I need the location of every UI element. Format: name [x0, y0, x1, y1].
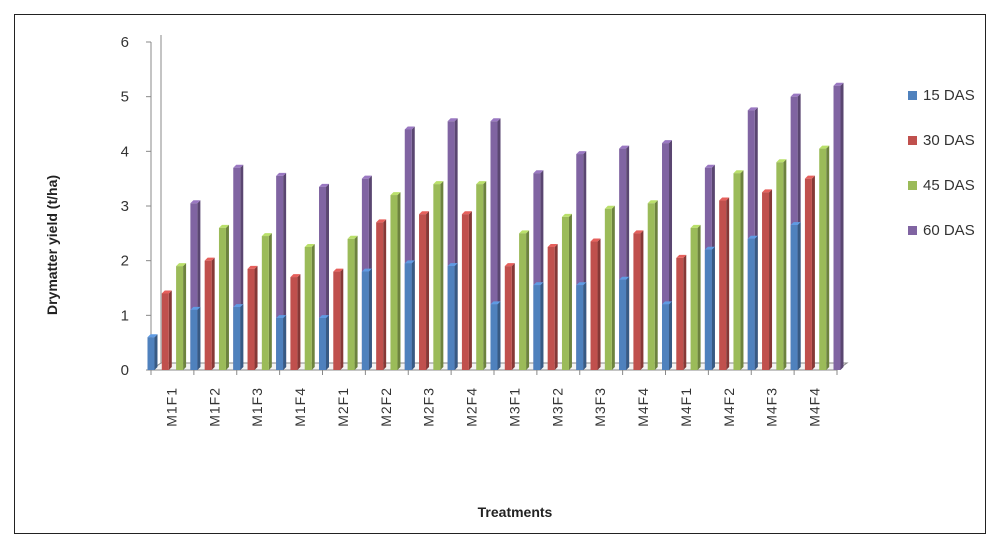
- legend-label: 60 DAS: [923, 222, 975, 239]
- bar: [476, 181, 487, 370]
- legend-label: 30 DAS: [923, 132, 975, 149]
- bars: [147, 82, 844, 371]
- x-tick-label: M3F1: [506, 387, 522, 427]
- bar: [733, 170, 744, 370]
- y-tick-label: 2: [121, 253, 129, 270]
- x-tick-label: M4F4: [807, 387, 823, 427]
- bar: [247, 265, 258, 370]
- x-tick-label: M4F4: [635, 387, 651, 427]
- bar: [676, 254, 687, 370]
- bar: [604, 205, 615, 370]
- bar: [447, 263, 458, 370]
- bar: [833, 82, 844, 370]
- bar: [376, 219, 387, 370]
- bar: [690, 224, 701, 370]
- bar: [347, 235, 358, 370]
- bar: [404, 260, 415, 370]
- legend-item: 60 DAS: [908, 222, 975, 239]
- x-tick-label: M2F1: [335, 387, 351, 427]
- legend-swatch: [908, 181, 917, 190]
- x-tick-label: M2F2: [378, 387, 394, 427]
- bar: [204, 257, 215, 370]
- bar: [647, 200, 658, 370]
- bar: [190, 306, 201, 370]
- bar: [790, 222, 801, 370]
- bar: [461, 211, 472, 370]
- bar: [633, 230, 644, 370]
- bar: [704, 246, 715, 370]
- bar: [762, 189, 773, 370]
- bar: [519, 230, 530, 370]
- y-tick-label: 4: [121, 143, 129, 160]
- x-tick-label: M4F2: [721, 387, 737, 427]
- bar: [504, 263, 515, 370]
- x-tick-labels: M1F1 M1F2 M1F3 M1F4 M2F1 M2F2 M2F3 M2F4 M3F1 M3F2…: [163, 387, 822, 427]
- y-tick-label: 5: [121, 89, 129, 106]
- legend-item: 15 DAS: [908, 87, 975, 104]
- bar: [290, 274, 301, 370]
- bar: [261, 233, 272, 370]
- bar: [547, 244, 558, 370]
- bar: [433, 181, 444, 370]
- legend-item: 30 DAS: [908, 132, 975, 149]
- y-tick-labels: 0 1 2 3 4 5 6: [121, 34, 129, 379]
- bar: [419, 211, 430, 370]
- bar: [176, 263, 187, 370]
- bar: [304, 244, 315, 370]
- legend-item: 45 DAS: [908, 177, 975, 194]
- x-tick-label: M1F1: [163, 387, 179, 427]
- x-tick-label: M1F3: [249, 387, 265, 427]
- y-tick-label: 6: [121, 34, 129, 51]
- x-tick-label: M4F3: [764, 387, 780, 427]
- y-axis-title: Drymatter yield (t/ha): [44, 175, 60, 315]
- x-tick-label: M4F1: [678, 387, 694, 427]
- legend-swatch: [908, 226, 917, 235]
- legend-swatch: [908, 136, 917, 145]
- legend-swatch: [908, 91, 917, 100]
- bar: [147, 334, 158, 370]
- x-tick-label: M2F4: [464, 387, 480, 427]
- x-tick-label: M3F2: [549, 387, 565, 427]
- bar: [333, 268, 344, 370]
- x-axis-title: Treatments: [478, 504, 553, 520]
- y-tick-label: 3: [121, 198, 129, 215]
- legend: 15 DAS 30 DAS 45 DAS 60 DAS: [908, 87, 975, 239]
- bar: [161, 290, 172, 370]
- bar: [747, 235, 758, 370]
- bar: [619, 276, 630, 370]
- bar: [804, 175, 815, 370]
- y-tick-label: 0: [121, 362, 129, 379]
- x-tick-label: M3F3: [592, 387, 608, 427]
- bar: [590, 238, 601, 370]
- bar: [233, 304, 244, 370]
- legend-label: 15 DAS: [923, 87, 975, 104]
- bar: [661, 301, 672, 370]
- x-tick-label: M1F2: [206, 387, 222, 427]
- bar: [318, 315, 329, 370]
- bar: [819, 145, 830, 370]
- bar: [490, 301, 501, 370]
- bar: [218, 224, 229, 370]
- bar-chart: 0 1 2 3 4 5 6 M1F1 M1F2 M1F3 M1F4 M2F1 M2F2 M2F3 M2F4…: [44, 34, 975, 520]
- y-tick-label: 1: [121, 307, 129, 324]
- bar: [576, 282, 587, 370]
- bar: [719, 197, 730, 370]
- bar: [561, 213, 572, 370]
- x-tick-label: M2F3: [421, 387, 437, 427]
- bar: [776, 159, 787, 370]
- bar: [276, 315, 287, 370]
- chart-frame: 0 1 2 3 4 5 6 M1F1 M1F2 M1F3 M1F4 M2F1 M2F2 M2F3 M2F4…: [14, 14, 986, 534]
- bar: [361, 268, 372, 370]
- x-tick-label: M1F4: [292, 387, 308, 427]
- legend-label: 45 DAS: [923, 177, 975, 194]
- bar: [390, 192, 401, 370]
- bar: [533, 282, 544, 370]
